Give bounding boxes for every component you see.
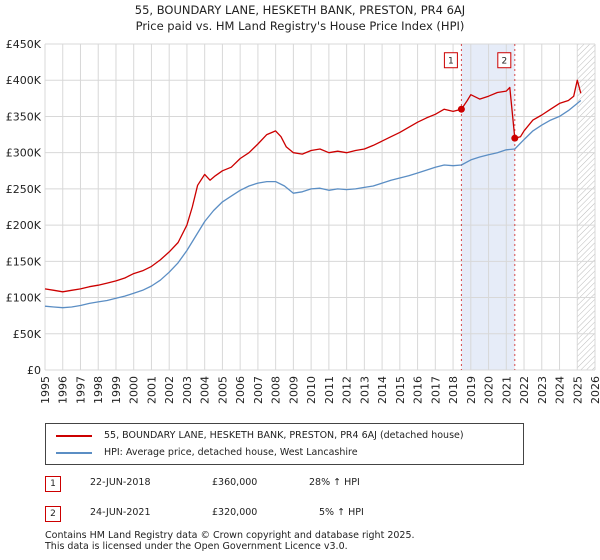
footer-line-1: Contains HM Land Registry data © Crown c… [45,530,415,541]
x-tick-label: 1996 [57,376,70,404]
y-tick-label: £200K [6,219,42,232]
sale-label-number: 2 [501,57,507,67]
x-tick-label: 2021 [500,376,513,404]
y-tick-label: £250K [6,183,42,196]
transaction-number-badge: 1 [45,476,61,492]
x-tick-label: 2000 [128,376,141,404]
x-tick-label: 2001 [145,376,158,404]
x-tick-label: 2018 [447,376,460,404]
x-tick-label: 2016 [412,376,425,404]
transaction-row: 1 22-JUN-2018 £360,000 28% ↑ HPI [45,476,445,492]
chart-title-line1: 55, BOUNDARY LANE, HESKETH BANK, PRESTON… [135,3,465,17]
x-tick-label: 2014 [376,376,389,404]
footer-attribution: Contains HM Land Registry data © Crown c… [45,530,415,552]
sale-label-number: 1 [448,57,454,67]
legend-swatch-hpi [56,451,92,454]
x-tick-label: 2024 [554,376,567,404]
transaction-date: 24-JUN-2021 [90,507,151,518]
x-tick-label: 2015 [394,376,407,404]
x-tick-label: 2005 [216,376,229,404]
transaction-date: 22-JUN-2018 [90,477,151,488]
y-tick-label: £400K [6,74,42,87]
x-tick-label: 2003 [181,376,194,404]
transaction-hpi-change: 5% ↑ HPI [319,507,364,518]
x-tick-label: 2004 [199,376,212,404]
y-tick-label: £350K [6,110,42,123]
x-tick-label: 2012 [341,376,354,404]
x-tick-label: 2025 [571,376,584,404]
transaction-price: £360,000 [212,477,258,488]
price-chart: 55, BOUNDARY LANE, HESKETH BANK, PRESTON… [6,3,600,404]
x-tick-label: 1999 [110,376,123,404]
y-tick-label: £150K [6,255,42,268]
x-tick-label: 2013 [358,376,371,404]
legend-label-hpi: HPI: Average price, detached house, West… [104,447,358,458]
x-tick-label: 2023 [536,376,549,404]
x-tick-label: 2002 [163,376,176,404]
x-tick-label: 2011 [323,376,336,404]
x-tick-label: 1997 [74,376,87,404]
y-tick-label: £100K [6,292,42,305]
x-tick-label: 2020 [483,376,496,404]
x-tick-label: 2008 [270,376,283,404]
sale-point [511,134,519,142]
x-tick-label: 2017 [429,376,442,404]
transaction-hpi-change: 28% ↑ HPI [309,477,360,488]
x-tick-label: 1995 [39,376,52,404]
x-tick-label: 2007 [252,376,265,404]
transaction-number-badge: 2 [45,506,61,522]
transaction-price: £320,000 [212,507,258,518]
legend-swatch-price [56,434,92,437]
forecast-hatch [577,44,595,370]
chart-legend: 55, BOUNDARY LANE, HESKETH BANK, PRESTON… [45,423,524,465]
x-tick-label: 2026 [589,376,600,404]
sale-label-box: 1 [443,52,458,69]
sale-label-frame [497,52,512,69]
legend-item-price: 55, BOUNDARY LANE, HESKETH BANK, PRESTON… [56,430,464,441]
legend-label-price: 55, BOUNDARY LANE, HESKETH BANK, PRESTON… [104,430,464,441]
sale-point [457,105,465,113]
chart-title-line2: Price paid vs. HM Land Registry's House … [136,19,465,33]
y-tick-label: £450K [6,38,42,51]
y-tick-label: £300K [6,147,42,160]
legend-item-hpi: HPI: Average price, detached house, West… [56,447,358,458]
y-tick-label: £50K [13,328,42,341]
transaction-row: 2 24-JUN-2021 £320,000 5% ↑ HPI [45,506,445,522]
x-tick-label: 2009 [287,376,300,404]
sale-label-frame [443,52,458,69]
x-tick-label: 2022 [518,376,531,404]
sale-label-box: 2 [497,52,512,69]
footer-line-2: This data is licensed under the Open Gov… [45,541,348,552]
y-tick-label: £0 [27,364,41,377]
x-tick-label: 2010 [305,376,318,404]
x-tick-label: 1998 [92,376,105,404]
hpi-line [44,99,582,309]
x-tick-label: 2006 [234,376,247,404]
x-tick-label: 2019 [465,376,478,404]
price-paid-line [44,79,582,293]
